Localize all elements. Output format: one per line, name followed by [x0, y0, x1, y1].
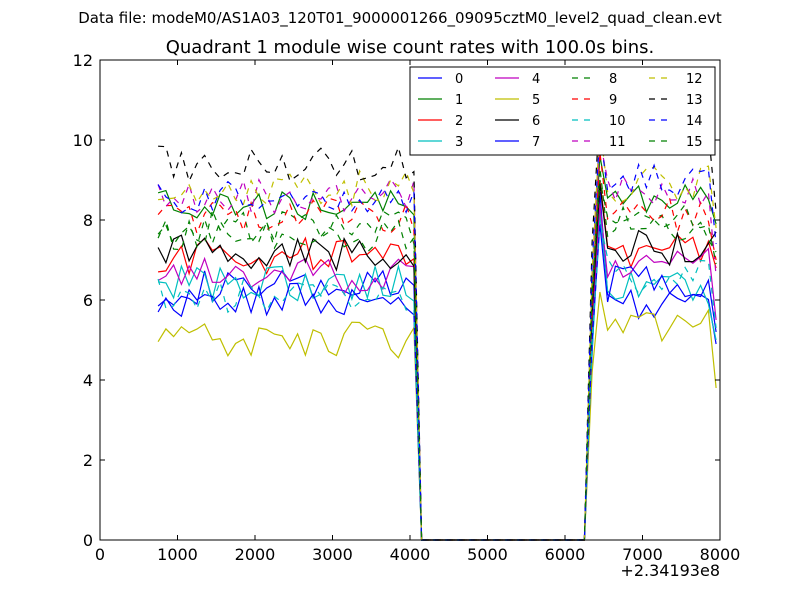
y-tick-label: 12 [73, 51, 93, 70]
legend-label-7: 7 [532, 135, 540, 150]
legend-label-15: 15 [686, 135, 703, 150]
series-7-line [157, 223, 717, 541]
legend-label-0: 0 [455, 72, 463, 87]
legend-label-13: 13 [686, 93, 703, 108]
series-2-line [158, 179, 717, 541]
legend-label-3: 3 [455, 135, 463, 150]
legend-box [409, 66, 716, 156]
legend-label-4: 4 [532, 72, 540, 87]
y-tick-label: 2 [83, 451, 93, 470]
legend-label-14: 14 [686, 114, 703, 129]
x-offset-label: +2.34193e8 [620, 561, 720, 580]
series-12-line [158, 123, 717, 541]
legend-label-8: 8 [609, 72, 617, 87]
series-9-line [157, 151, 717, 541]
x-tick-label: 8000 [700, 545, 741, 564]
x-tick-label: 3000 [312, 545, 353, 564]
series-5-line [157, 291, 717, 541]
series-4-line [157, 203, 717, 541]
legend-label-5: 5 [532, 93, 540, 108]
series-3-line [158, 211, 717, 541]
x-tick-label: 0 [95, 545, 105, 564]
legend-label-1: 1 [455, 93, 463, 108]
legend-label-2: 2 [455, 114, 463, 129]
y-tick-label: 4 [83, 371, 93, 390]
x-tick-label: 1000 [157, 545, 198, 564]
y-tick-label: 10 [73, 131, 93, 150]
series-14-line [157, 131, 717, 541]
x-tick-label: 6000 [545, 545, 586, 564]
legend-label-11: 11 [609, 135, 626, 150]
legend-label-12: 12 [686, 72, 703, 87]
series-15-line [157, 179, 717, 541]
x-tick-label: 4000 [390, 545, 431, 564]
axes-layer: 0 1000 2000 3000 4000 5000 6000 7000 80000246810… [73, 51, 741, 564]
y-tick-label: 0 [83, 531, 93, 550]
legend-label-10: 10 [609, 114, 626, 129]
x-tick-label: 5000 [467, 545, 508, 564]
y-tick-label: 6 [83, 291, 93, 310]
series-8-line [157, 167, 717, 541]
y-tick-label: 8 [83, 211, 93, 230]
chart-title: Quadrant 1 module wise count rates with … [166, 37, 655, 58]
x-tick-label: 2000 [235, 545, 276, 564]
series-layer [157, 107, 717, 541]
data-file-suptitle: Data file: modeM0/AS1A03_120T01_90000012… [78, 9, 722, 28]
legend-label-9: 9 [609, 93, 617, 108]
x-tick-label: 7000 [622, 545, 663, 564]
legend-label-6: 6 [532, 114, 540, 129]
series-6-line [157, 183, 717, 541]
